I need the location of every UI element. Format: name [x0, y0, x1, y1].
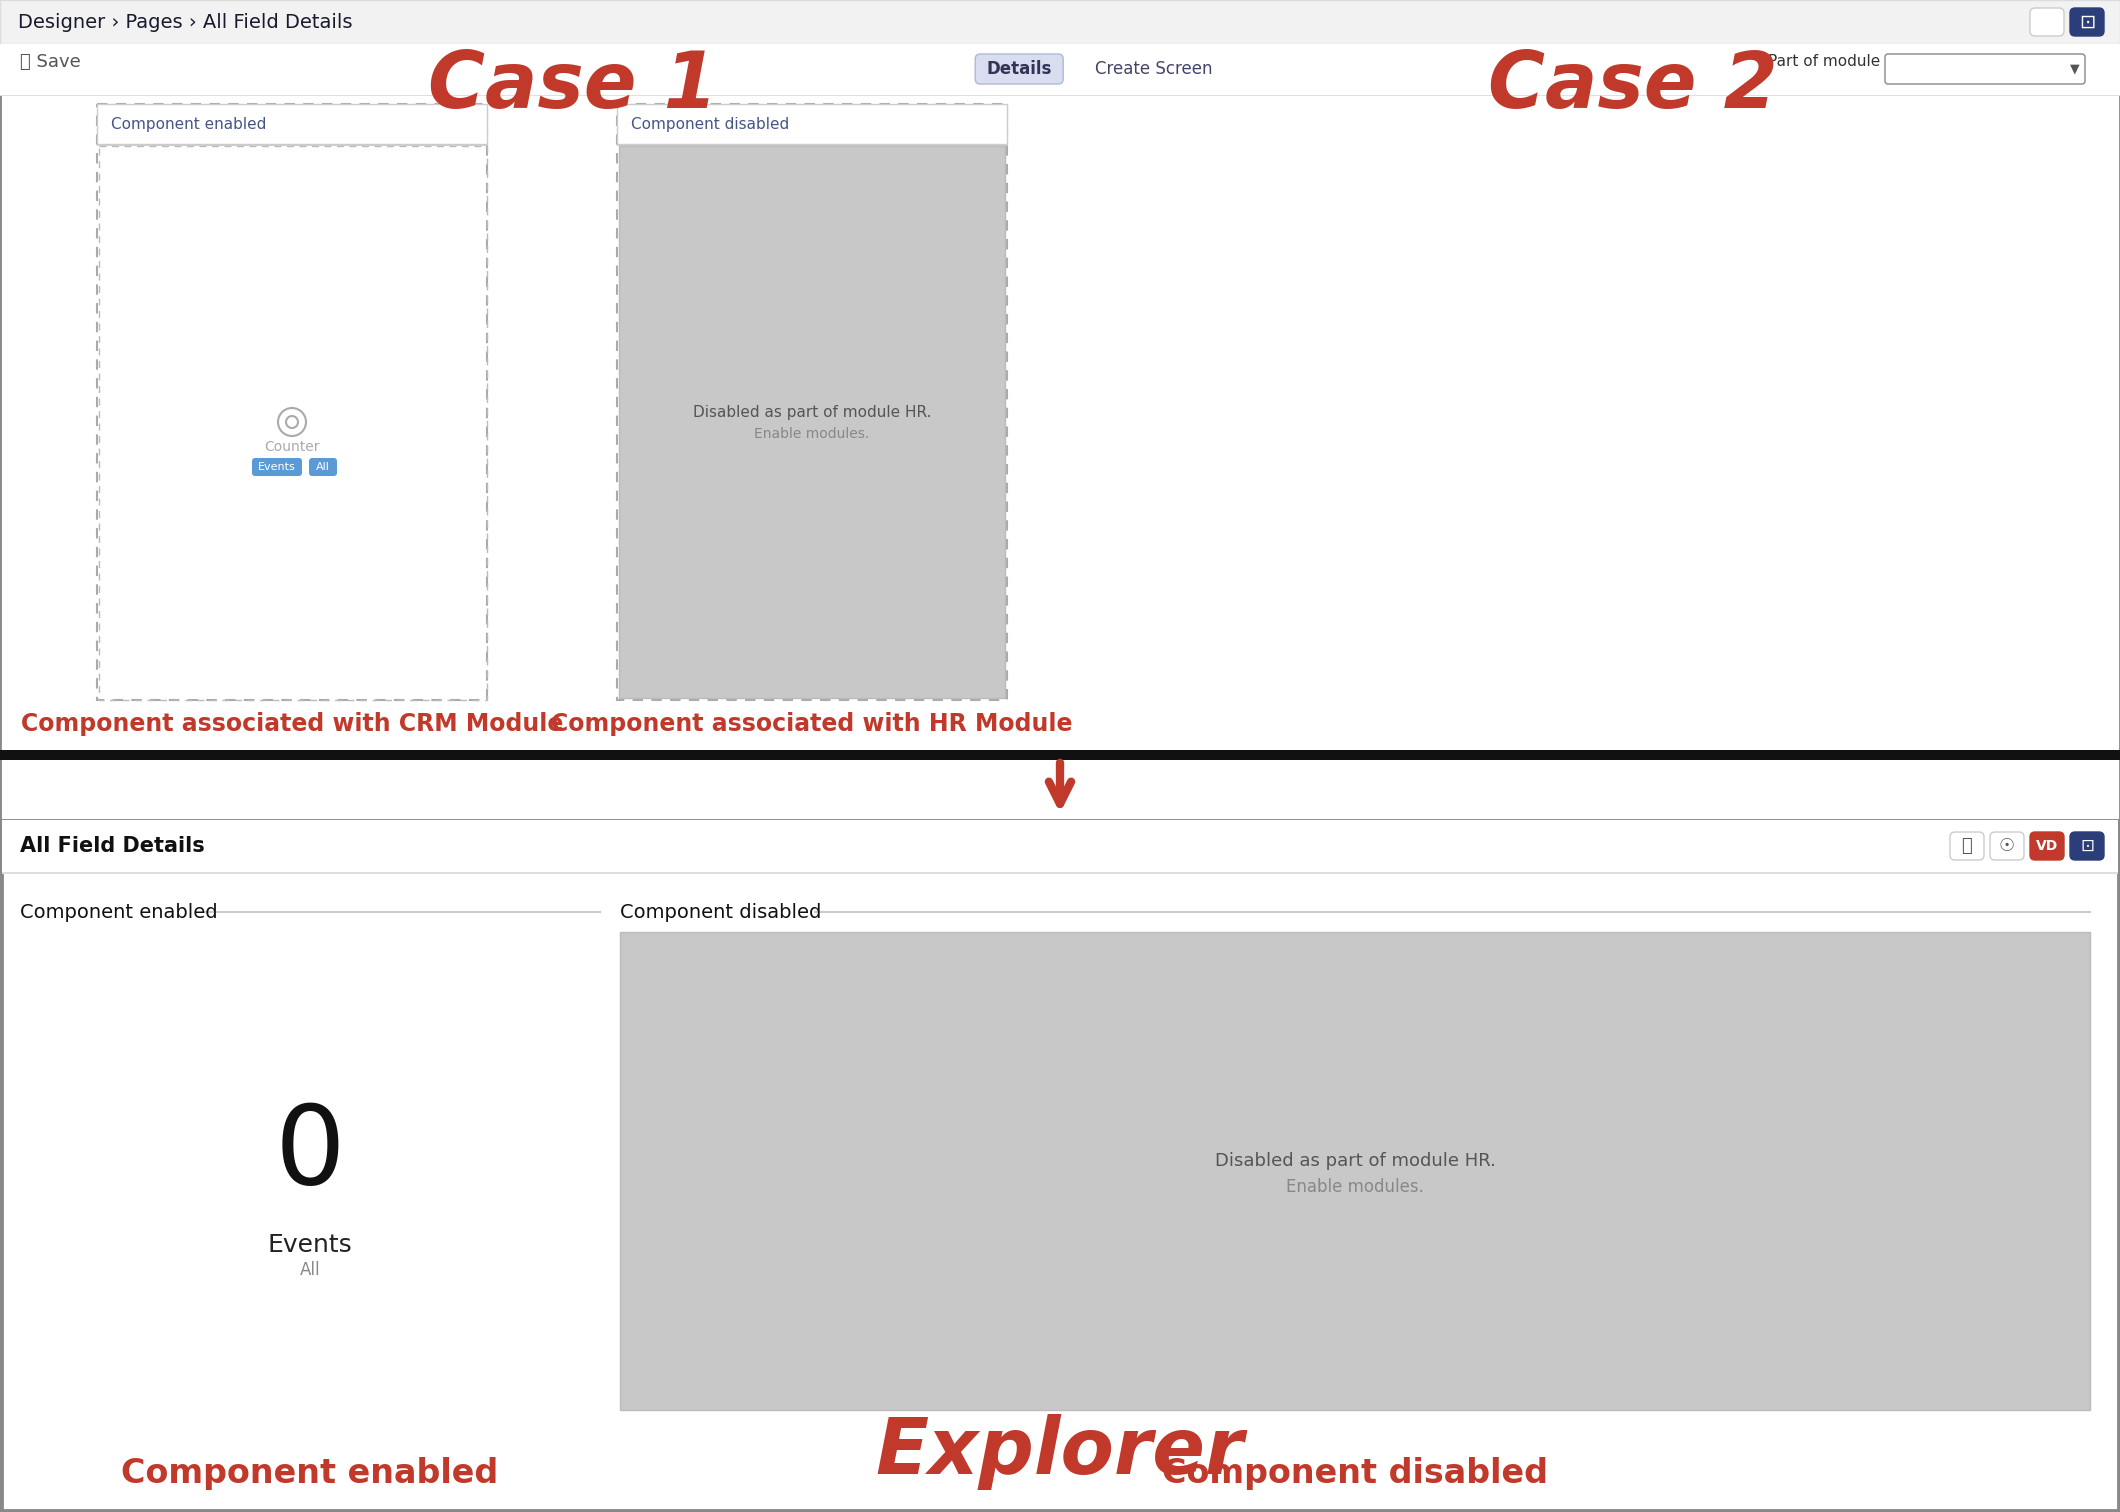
Text: ⊡: ⊡ — [2080, 838, 2095, 854]
Text: Enable modules.: Enable modules. — [1287, 1178, 1425, 1196]
Bar — [0, 0, 2120, 44]
Bar — [617, 104, 1007, 144]
Text: Component disabled: Component disabled — [1162, 1458, 1548, 1489]
FancyBboxPatch shape — [2069, 8, 2103, 36]
Text: ⌖: ⌖ — [1961, 838, 1972, 854]
FancyBboxPatch shape — [2031, 832, 2065, 860]
Text: Designer › Pages › All Field Details: Designer › Pages › All Field Details — [17, 12, 352, 32]
Text: Counter: Counter — [265, 440, 320, 454]
FancyBboxPatch shape — [2069, 832, 2103, 860]
FancyBboxPatch shape — [310, 458, 337, 476]
Text: Component disabled: Component disabled — [619, 903, 820, 921]
Bar — [619, 931, 2090, 1411]
Text: ▼: ▼ — [2071, 62, 2080, 76]
FancyBboxPatch shape — [975, 54, 1064, 85]
Text: All: All — [316, 463, 331, 472]
Bar — [98, 104, 488, 144]
Bar — [619, 147, 1005, 699]
Bar — [0, 750, 2120, 761]
Bar — [0, 44, 2120, 95]
Text: Create Screen: Create Screen — [1096, 60, 1213, 79]
Bar — [617, 104, 1007, 700]
Text: Enable modules.: Enable modules. — [755, 426, 869, 442]
FancyBboxPatch shape — [1950, 832, 1984, 860]
Text: Component enabled: Component enabled — [110, 116, 267, 132]
Text: Component disabled: Component disabled — [632, 116, 789, 132]
Text: Details: Details — [986, 60, 1052, 79]
Text: VD: VD — [2035, 839, 2059, 853]
Text: ⊡: ⊡ — [2080, 12, 2095, 32]
Text: All: All — [299, 1261, 320, 1279]
Text: Disabled as part of module HR.: Disabled as part of module HR. — [693, 405, 931, 419]
Text: Component enabled: Component enabled — [121, 1458, 498, 1489]
Bar — [2, 820, 2118, 1510]
Text: Part of module: Part of module — [1768, 54, 1880, 70]
Text: ☉: ☉ — [1999, 838, 2016, 854]
Text: All Field Details: All Field Details — [19, 836, 206, 856]
Bar — [100, 147, 488, 700]
Bar — [98, 104, 488, 700]
FancyBboxPatch shape — [2031, 8, 2065, 36]
Text: Case 2: Case 2 — [1488, 48, 1777, 124]
Text: 💾 Save: 💾 Save — [19, 53, 81, 71]
Text: Disabled as part of module HR.: Disabled as part of module HR. — [1215, 1152, 1495, 1170]
Text: Component enabled: Component enabled — [19, 903, 218, 921]
Text: Events: Events — [259, 463, 297, 472]
Text: Component associated with CRM Module: Component associated with CRM Module — [21, 712, 564, 736]
Text: Events: Events — [267, 1232, 352, 1256]
Text: Explorer: Explorer — [876, 1414, 1244, 1489]
FancyBboxPatch shape — [1885, 54, 2084, 85]
Bar — [2, 820, 2118, 872]
FancyBboxPatch shape — [1991, 832, 2025, 860]
Text: 0: 0 — [276, 1099, 346, 1207]
FancyBboxPatch shape — [252, 458, 301, 476]
Text: Case 1: Case 1 — [428, 48, 717, 124]
Text: Component associated with HR Module: Component associated with HR Module — [551, 712, 1073, 736]
